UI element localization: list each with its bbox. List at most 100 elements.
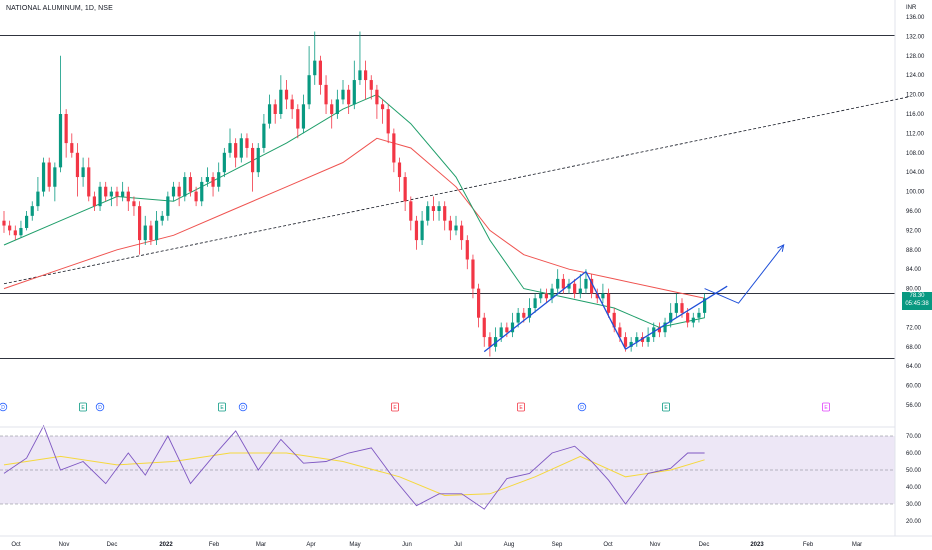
event-letter: E [220, 405, 224, 411]
event-marker-earnings[interactable]: E [79, 402, 87, 412]
candle-body [256, 147, 260, 173]
event-marker-earnings[interactable]: E [662, 402, 670, 412]
earnings-icon [218, 402, 226, 412]
time-axis-label: Jul [454, 542, 462, 548]
candle-body [691, 317, 695, 323]
candle-body [228, 143, 232, 153]
event-marker-dividend[interactable]: D [95, 402, 105, 412]
event-letter: E [393, 405, 397, 411]
candle-body [301, 104, 306, 129]
price-tick-label: 116.00 [906, 112, 925, 118]
time-axis-label: May [349, 542, 360, 548]
candle-body [584, 278, 588, 289]
time-axis-label: Apr [306, 542, 315, 548]
candle-body [171, 186, 176, 197]
event-marker-earnings-neg[interactable]: E [391, 402, 399, 412]
candle-body [522, 312, 526, 318]
candle-body [420, 220, 424, 241]
rsi-ma-line [3, 452, 705, 497]
candle-body [601, 293, 605, 299]
candle-body [380, 104, 385, 110]
candle-body [499, 327, 503, 338]
candle-body [115, 191, 119, 197]
candle-body [482, 317, 486, 338]
candle-body [612, 312, 616, 328]
candle-body [629, 341, 633, 347]
price-tick-label: 104.00 [906, 170, 925, 176]
candle-body [527, 308, 532, 318]
event-marker-dividend[interactable]: D [0, 402, 8, 412]
candle-body [403, 177, 407, 202]
rsi-line [3, 424, 705, 510]
event-marker-earnings[interactable]: E [218, 402, 226, 412]
candle-body [307, 75, 311, 105]
price-tick-label: 64.00 [906, 364, 922, 370]
candle-body [126, 191, 130, 202]
candle-body [324, 84, 328, 105]
candle-body [460, 225, 464, 241]
candle-body [471, 259, 475, 289]
event-marker-dividend[interactable]: D [577, 402, 587, 412]
time-axis-label: Sep [552, 542, 563, 548]
candle-body [160, 215, 164, 221]
event-marker-earnings-future[interactable]: E [822, 402, 830, 412]
candle-body [465, 240, 469, 260]
candle-body [618, 327, 622, 338]
price-tick-label: 136.00 [906, 15, 925, 21]
pattern-line [483, 271, 587, 353]
price-pane[interactable] [0, 31, 909, 359]
candle-body [109, 191, 113, 197]
earnings-icon [822, 402, 830, 412]
time-axis-label: Mar [256, 542, 266, 548]
candle-body [2, 220, 6, 226]
candle-body [296, 109, 300, 129]
price-tick-label: 68.00 [906, 345, 922, 351]
candle-body [437, 206, 441, 211]
candle-body [194, 191, 198, 202]
candle-body [30, 206, 34, 216]
event-letter: D [1, 405, 5, 411]
price-tick-label: 100.00 [906, 190, 925, 196]
event-marker-dividend[interactable]: D [238, 402, 248, 412]
candle-body [132, 201, 136, 207]
candle-body [205, 177, 209, 182]
time-axis-label: Mar [852, 542, 862, 548]
candle-body [369, 80, 373, 90]
last-price-tag: 78.30 05:45:38 [902, 292, 932, 310]
price-tick-label: 80.00 [906, 287, 922, 293]
candle-body [335, 99, 339, 114]
earnings-icon [391, 402, 399, 412]
candle-body [19, 227, 23, 236]
ema-fast-line [3, 94, 705, 328]
event-marker-earnings-neg[interactable]: E [517, 402, 525, 412]
candle-body [58, 114, 63, 168]
candle-body [454, 225, 458, 231]
price-tick-label: 108.00 [906, 151, 925, 157]
candle-body [516, 312, 520, 323]
price-tick-label: 128.00 [906, 54, 925, 60]
candle-body [674, 303, 678, 313]
pattern-line [585, 271, 627, 350]
price-tick-label: 60.00 [906, 384, 922, 390]
price-tick-label: 72.00 [906, 325, 922, 331]
candle-body [663, 322, 667, 333]
candle-body [98, 186, 102, 207]
rsi-tick-label: 60.00 [906, 451, 922, 457]
candle-body [234, 143, 238, 158]
candle-body [8, 225, 12, 231]
event-letter: D [98, 405, 102, 411]
candle-body [426, 206, 430, 221]
candle-body [154, 220, 159, 241]
candle-body [81, 167, 85, 178]
candle-body [341, 89, 345, 100]
candle-body [686, 312, 690, 323]
rsi-pane[interactable] [0, 424, 895, 510]
bar-countdown: 05:45:38 [905, 301, 929, 307]
candle-body [680, 303, 684, 313]
candle-body [443, 206, 447, 221]
candle-body [578, 288, 582, 294]
candle-body [352, 80, 356, 105]
candle-body [53, 167, 57, 187]
candle-body [217, 172, 221, 187]
